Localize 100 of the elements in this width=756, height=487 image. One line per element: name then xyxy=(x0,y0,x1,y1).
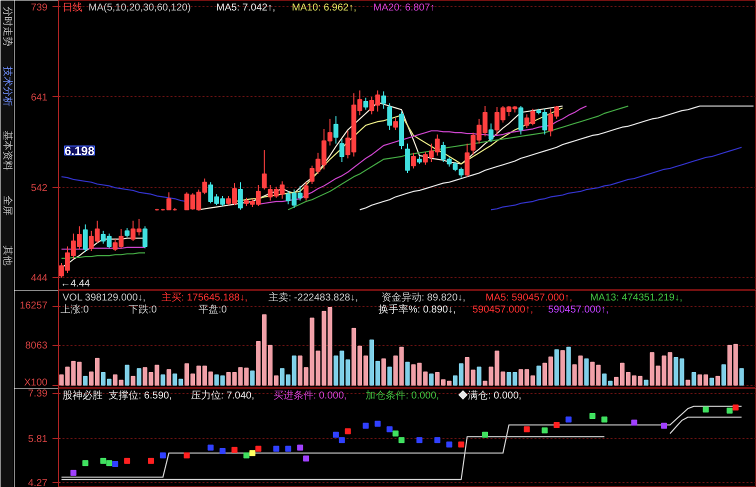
annotation: MA20: 6.807↑ xyxy=(373,2,436,14)
annotation: MA5: 590457.000↑, xyxy=(486,292,572,304)
bar xyxy=(554,349,559,386)
candlestick xyxy=(411,152,416,169)
point xyxy=(542,427,548,434)
candlestick xyxy=(304,182,309,202)
annotation: ←4.44 xyxy=(60,278,90,290)
point xyxy=(249,450,256,456)
point xyxy=(70,470,76,476)
text: 分时走势 xyxy=(2,6,14,46)
annotation: 主卖: -222483.828↓, xyxy=(268,292,358,304)
annotation: 平盘:0 xyxy=(198,304,228,316)
bar xyxy=(721,364,726,386)
point xyxy=(631,420,638,426)
candlestick xyxy=(518,106,524,135)
annotation: 资金异动: 89.820↓, xyxy=(382,292,466,304)
line-series xyxy=(669,416,742,434)
point xyxy=(374,420,381,427)
y-tick-label: 641 xyxy=(30,92,48,104)
bar xyxy=(250,370,255,386)
point xyxy=(344,428,351,434)
point xyxy=(184,452,190,458)
point xyxy=(386,426,393,432)
y-tick-label: 739 xyxy=(30,2,48,14)
point xyxy=(446,441,452,448)
annotation: 下跌:0 xyxy=(128,304,158,316)
candlestick xyxy=(387,102,392,130)
point xyxy=(208,444,214,451)
candlestick xyxy=(262,150,267,190)
text: 全屏 xyxy=(2,196,14,216)
point xyxy=(82,460,88,466)
point xyxy=(524,426,530,432)
point xyxy=(726,408,733,414)
candlestick xyxy=(333,116,338,144)
candlestick xyxy=(339,138,344,163)
bar xyxy=(83,376,88,386)
point xyxy=(160,452,166,458)
annotation: 日线 xyxy=(62,2,82,14)
point xyxy=(273,446,280,452)
annotation: VOL 398129.000↓, xyxy=(62,292,146,304)
annotation: 支撑位: 6.590, xyxy=(108,390,172,402)
point xyxy=(458,441,464,448)
point xyxy=(482,432,488,438)
line-series xyxy=(359,105,754,210)
annotation: MA10: 6.962↑, xyxy=(292,2,356,14)
point xyxy=(732,404,739,410)
point xyxy=(231,446,238,453)
annotation: 加仓条件: 0.000, xyxy=(366,390,440,402)
point xyxy=(338,437,345,444)
point xyxy=(243,452,250,458)
point xyxy=(332,432,339,438)
candlestick xyxy=(381,90,386,110)
bar xyxy=(709,378,714,386)
point xyxy=(554,422,560,428)
annotation: 换手率%: 0.890↓, xyxy=(378,304,456,316)
candlestick xyxy=(405,143,410,174)
point xyxy=(566,416,572,422)
candlestick xyxy=(488,122,494,142)
point xyxy=(362,422,369,429)
candlestick xyxy=(363,97,368,110)
point xyxy=(392,430,399,437)
y-tick-label: 5.81 xyxy=(28,434,48,445)
bar xyxy=(160,374,166,386)
annotation: 590457.000↑, xyxy=(472,304,534,316)
bar xyxy=(476,366,482,386)
bar xyxy=(692,372,696,386)
bar xyxy=(381,358,386,386)
annotation: MA(5,10,20,30,60,120) xyxy=(88,2,191,14)
bar xyxy=(405,362,410,386)
point xyxy=(148,458,154,464)
annotation: MA5: 7.042↑, xyxy=(216,2,276,14)
point xyxy=(416,437,422,444)
candlestick xyxy=(124,228,130,238)
point xyxy=(297,444,304,451)
y-tick-label: 16257 xyxy=(20,300,48,312)
annotation: 压力位: 7.040, xyxy=(190,390,254,402)
text: 基本资料 xyxy=(2,130,14,170)
bar xyxy=(715,376,720,386)
bar xyxy=(644,380,648,386)
bar xyxy=(136,368,142,386)
candlestick xyxy=(238,182,243,210)
bar xyxy=(566,346,571,386)
y-tick-label: 7.39 xyxy=(28,388,48,400)
y-tick-label: 8063 xyxy=(25,340,48,352)
annotation: 买进条件: 0.000, xyxy=(273,390,347,402)
annotation: MA13: 474351.219↓, xyxy=(590,292,682,304)
annotation: 590457.000↑, xyxy=(548,304,609,316)
point xyxy=(303,456,310,462)
point xyxy=(661,422,668,429)
candlestick xyxy=(142,226,148,249)
candlestick xyxy=(393,117,398,130)
candlestick xyxy=(82,224,88,252)
point xyxy=(285,446,292,452)
bar xyxy=(739,368,744,386)
y-tick-label: 4.27 xyxy=(28,478,48,487)
point xyxy=(398,437,405,444)
bar xyxy=(686,380,690,386)
bar xyxy=(536,366,542,386)
point xyxy=(220,448,226,454)
annotation: ◆满仓: 0.000, xyxy=(458,390,522,402)
